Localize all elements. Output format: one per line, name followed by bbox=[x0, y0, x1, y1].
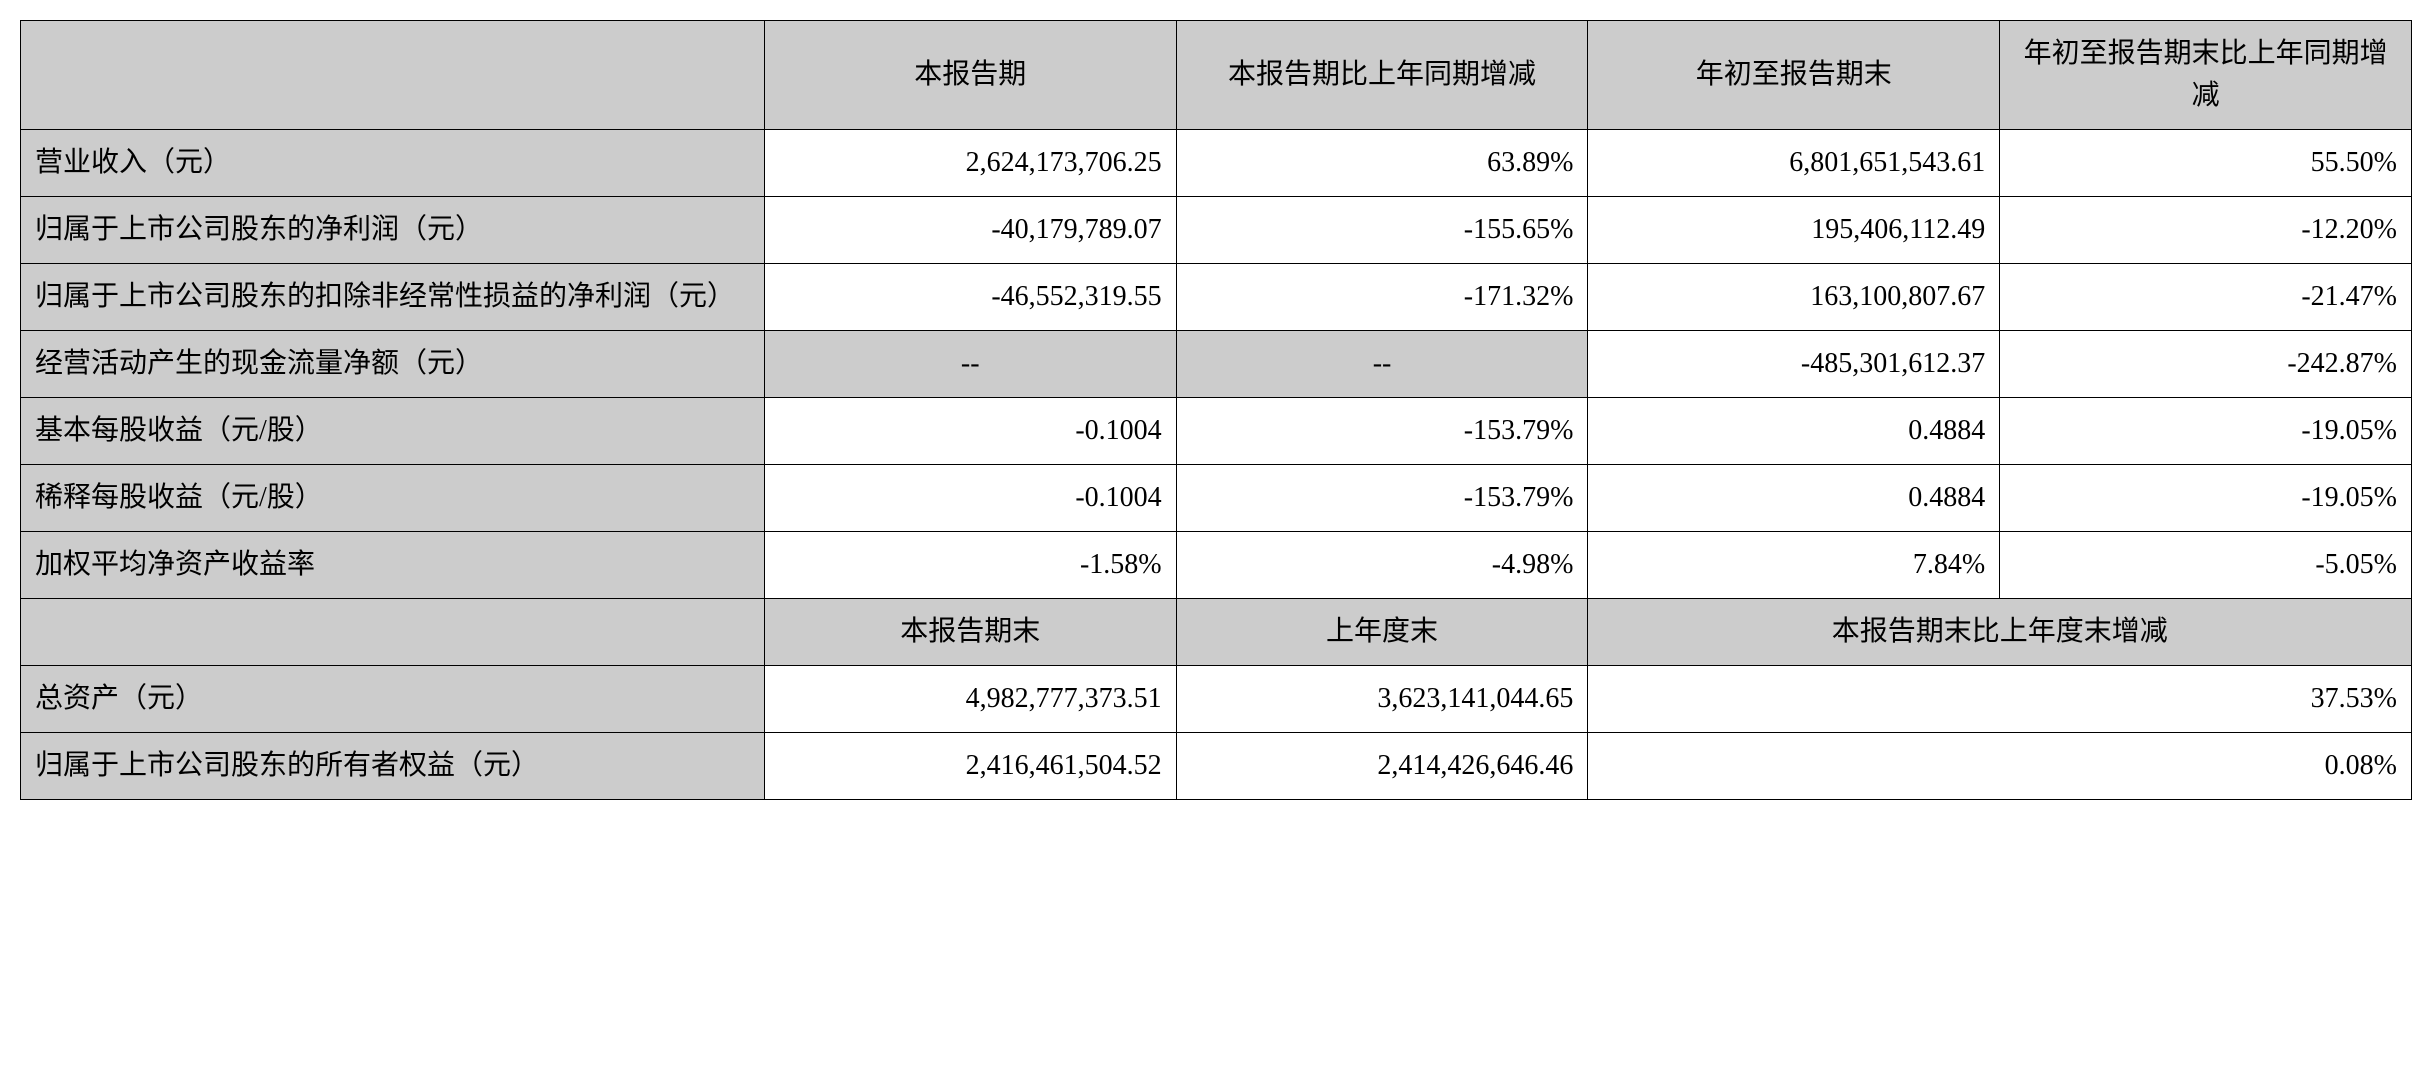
data-cell: 2,416,461,504.52 bbox=[764, 733, 1176, 800]
table-row: 稀释每股收益（元/股） -0.1004 -153.79% 0.4884 -19.… bbox=[21, 465, 2412, 532]
header-blank-2 bbox=[21, 599, 765, 666]
row-label: 基本每股收益（元/股） bbox=[21, 398, 765, 465]
data-cell: -0.1004 bbox=[764, 398, 1176, 465]
data-cell: 0.08% bbox=[1588, 733, 2412, 800]
table-row: 经营活动产生的现金流量净额（元） -- -- -485,301,612.37 -… bbox=[21, 331, 2412, 398]
table-row: 加权平均净资产收益率 -1.58% -4.98% 7.84% -5.05% bbox=[21, 532, 2412, 599]
data-cell: 37.53% bbox=[1588, 666, 2412, 733]
header-row-2: 本报告期末 上年度末 本报告期末比上年度末增减 bbox=[21, 599, 2412, 666]
data-cell: 163,100,807.67 bbox=[1588, 264, 2000, 331]
data-cell: 0.4884 bbox=[1588, 465, 2000, 532]
data-cell: 4,982,777,373.51 bbox=[764, 666, 1176, 733]
header-ytd: 年初至报告期末 bbox=[1588, 21, 2000, 130]
header-ytd-yoy-change: 年初至报告期末比上年同期增减 bbox=[2000, 21, 2412, 130]
data-cell: 55.50% bbox=[2000, 130, 2412, 197]
data-cell: 2,414,426,646.46 bbox=[1176, 733, 1588, 800]
data-cell: -485,301,612.37 bbox=[1588, 331, 2000, 398]
data-cell: -242.87% bbox=[2000, 331, 2412, 398]
row-label: 营业收入（元） bbox=[21, 130, 765, 197]
data-cell: 7.84% bbox=[1588, 532, 2000, 599]
table-body: 本报告期 本报告期比上年同期增减 年初至报告期末 年初至报告期末比上年同期增减 … bbox=[21, 21, 2412, 800]
data-cell: 2,624,173,706.25 bbox=[764, 130, 1176, 197]
row-label: 加权平均净资产收益率 bbox=[21, 532, 765, 599]
header-blank-1 bbox=[21, 21, 765, 130]
data-cell: -155.65% bbox=[1176, 197, 1588, 264]
data-cell: 0.4884 bbox=[1588, 398, 2000, 465]
table-row: 归属于上市公司股东的净利润（元） -40,179,789.07 -155.65%… bbox=[21, 197, 2412, 264]
table-row: 归属于上市公司股东的扣除非经常性损益的净利润（元） -46,552,319.55… bbox=[21, 264, 2412, 331]
data-cell: -46,552,319.55 bbox=[764, 264, 1176, 331]
data-cell: -5.05% bbox=[2000, 532, 2412, 599]
header-yoy-change: 本报告期比上年同期增减 bbox=[1176, 21, 1588, 130]
data-cell: 195,406,112.49 bbox=[1588, 197, 2000, 264]
header-period-vs-prev: 本报告期末比上年度末增减 bbox=[1588, 599, 2412, 666]
data-cell: 63.89% bbox=[1176, 130, 1588, 197]
row-label: 经营活动产生的现金流量净额（元） bbox=[21, 331, 765, 398]
row-label: 总资产（元） bbox=[21, 666, 765, 733]
row-label: 稀释每股收益（元/股） bbox=[21, 465, 765, 532]
data-cell-na: -- bbox=[1176, 331, 1588, 398]
table-row: 营业收入（元） 2,624,173,706.25 63.89% 6,801,65… bbox=[21, 130, 2412, 197]
data-cell: -4.98% bbox=[1176, 532, 1588, 599]
data-cell: -1.58% bbox=[764, 532, 1176, 599]
data-cell: -12.20% bbox=[2000, 197, 2412, 264]
data-cell: 3,623,141,044.65 bbox=[1176, 666, 1588, 733]
row-label: 归属于上市公司股东的净利润（元） bbox=[21, 197, 765, 264]
header-prev-year-end: 上年度末 bbox=[1176, 599, 1588, 666]
row-label: 归属于上市公司股东的扣除非经常性损益的净利润（元） bbox=[21, 264, 765, 331]
financial-table: 本报告期 本报告期比上年同期增减 年初至报告期末 年初至报告期末比上年同期增减 … bbox=[20, 20, 2412, 800]
data-cell: -171.32% bbox=[1176, 264, 1588, 331]
data-cell: 6,801,651,543.61 bbox=[1588, 130, 2000, 197]
table-row: 总资产（元） 4,982,777,373.51 3,623,141,044.65… bbox=[21, 666, 2412, 733]
header-row-1: 本报告期 本报告期比上年同期增减 年初至报告期末 年初至报告期末比上年同期增减 bbox=[21, 21, 2412, 130]
table-row: 基本每股收益（元/股） -0.1004 -153.79% 0.4884 -19.… bbox=[21, 398, 2412, 465]
header-current-period: 本报告期 bbox=[764, 21, 1176, 130]
data-cell: -19.05% bbox=[2000, 465, 2412, 532]
data-cell: -153.79% bbox=[1176, 465, 1588, 532]
data-cell: -0.1004 bbox=[764, 465, 1176, 532]
data-cell: -153.79% bbox=[1176, 398, 1588, 465]
data-cell: -19.05% bbox=[2000, 398, 2412, 465]
header-period-end: 本报告期末 bbox=[764, 599, 1176, 666]
data-cell: -21.47% bbox=[2000, 264, 2412, 331]
row-label: 归属于上市公司股东的所有者权益（元） bbox=[21, 733, 765, 800]
data-cell-na: -- bbox=[764, 331, 1176, 398]
table-row: 归属于上市公司股东的所有者权益（元） 2,416,461,504.52 2,41… bbox=[21, 733, 2412, 800]
data-cell: -40,179,789.07 bbox=[764, 197, 1176, 264]
